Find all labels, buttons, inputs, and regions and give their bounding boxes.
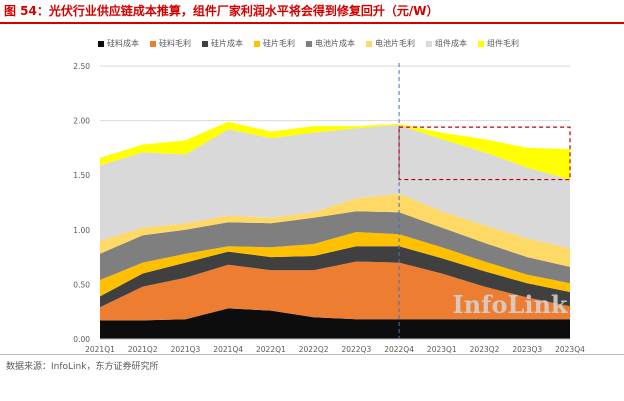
x-tick-label: 2023Q2: [470, 345, 500, 354]
source-note: 数据来源：InfoLink，东方证券研究所: [6, 362, 159, 372]
legend-item: 硅料成本: [98, 38, 139, 49]
area-series-5: [100, 211, 570, 284]
y-tick-label: 1.50: [73, 171, 90, 180]
legend-label: 电池片成本: [315, 39, 355, 48]
legend-item: 组件成本: [426, 38, 467, 49]
legend-swatch: [478, 40, 484, 47]
y-tick-label: 2.50: [73, 62, 90, 71]
legend-label: 硅料成本: [107, 39, 139, 48]
x-tick-label: 2022Q2: [299, 345, 329, 354]
x-tick-label: 2022Q1: [256, 345, 286, 354]
figure-title: 图 54：光伏行业供应链成本推算，组件厂家利润水平将会得到修复回升（元/W）: [4, 4, 439, 18]
legend-item: 硅料毛利: [150, 38, 191, 49]
legend-label: 硅片毛利: [263, 39, 295, 48]
area-series-7: [100, 125, 570, 249]
infolink-watermark: InfoLink: [452, 290, 568, 319]
legend-swatch: [366, 40, 372, 47]
legend-swatch: [98, 40, 104, 47]
chart-legend: 硅料成本 硅料毛利 硅片成本 硅片毛利 电池片成本 电池片毛利 组件成本 组件毛利: [98, 38, 519, 49]
legend-swatch: [150, 40, 156, 47]
x-tick-label: 2021Q4: [213, 345, 243, 354]
legend-item: 硅片成本: [202, 38, 243, 49]
legend-item: 电池片毛利: [366, 38, 415, 49]
title-rule: [0, 22, 624, 24]
x-tick-label: 2023Q1: [427, 345, 457, 354]
highlight-dashed-box: [398, 126, 571, 181]
y-tick-label: 0.50: [73, 280, 90, 289]
legend-label: 组件毛利: [487, 39, 519, 48]
legend-swatch: [426, 40, 432, 47]
y-tick-label: 0.00: [73, 335, 90, 344]
legend-item: 电池片成本: [306, 38, 355, 49]
x-tick-label: 2021Q3: [171, 345, 201, 354]
legend-item: 硅片毛利: [254, 38, 295, 49]
legend-swatch: [306, 40, 312, 47]
legend-swatch: [254, 40, 260, 47]
x-tick-label: 2023Q3: [512, 345, 542, 354]
legend-label: 硅料毛利: [159, 39, 191, 48]
legend-item: 组件毛利: [478, 38, 519, 49]
source-rule: [0, 354, 624, 355]
y-tick-label: 1.00: [73, 226, 90, 235]
legend-label: 电池片毛利: [375, 39, 415, 48]
legend-swatch: [202, 40, 208, 47]
x-tick-label: 2023Q4: [555, 345, 585, 354]
area-series-3: [100, 246, 570, 308]
x-tick-label: 2022Q3: [341, 345, 371, 354]
area-series-1: [100, 308, 570, 339]
x-tick-label: 2021Q2: [128, 345, 158, 354]
area-series-8: [100, 121, 570, 180]
area-series-2: [100, 261, 570, 321]
y-tick-label: 2.00: [73, 117, 90, 126]
x-tick-label: 2021Q1: [85, 345, 115, 354]
area-series-6: [100, 193, 570, 267]
legend-label: 硅片成本: [211, 39, 243, 48]
area-series-4: [100, 232, 570, 297]
x-tick-label: 2022Q4: [384, 345, 414, 354]
legend-label: 组件成本: [435, 39, 467, 48]
